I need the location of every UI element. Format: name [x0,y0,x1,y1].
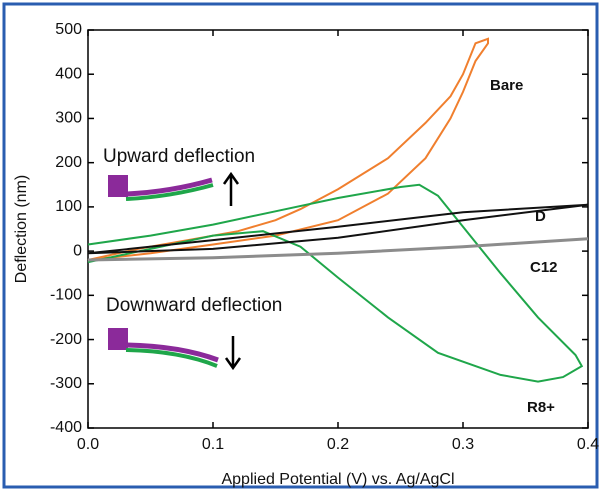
annotation: Downward deflection [106,295,282,316]
y-tick-label: -300 [50,375,82,392]
y-tick-label: -200 [50,331,82,348]
x-tick-label: 0.0 [77,436,99,453]
y-tick-label: 0 [73,242,82,259]
series-label: C12 [530,259,558,276]
series-line [87,237,589,262]
series-label: D [535,208,546,225]
x-tick-label: 0.1 [202,436,224,453]
series-line [87,203,589,255]
y-tick-label: 100 [55,198,82,215]
x-tick-label: 0.4 [577,436,599,453]
y-tick-label: 400 [55,65,82,82]
annotation: Upward deflection [103,146,255,167]
plot-frame [87,29,589,429]
y-tick-label: 200 [55,154,82,171]
cantilever-down [108,328,242,371]
series-label: R8+ [527,399,555,416]
cantilever-up [108,171,240,206]
x-tick-label: 0.2 [327,436,349,453]
y-tick-label: -400 [50,419,82,436]
series-line [87,37,489,261]
x-axis-label: Applied Potential (V) vs. Ag/AgCl [221,471,454,488]
series-label: Bare [490,77,523,94]
series-line [87,183,584,383]
y-tick-label: 500 [55,21,82,38]
y-tick-label: 300 [55,110,82,127]
x-tick-label: 0.3 [452,436,474,453]
y-axis-label: Deflection (nm) [13,175,30,283]
y-tick-label: -100 [50,287,82,304]
